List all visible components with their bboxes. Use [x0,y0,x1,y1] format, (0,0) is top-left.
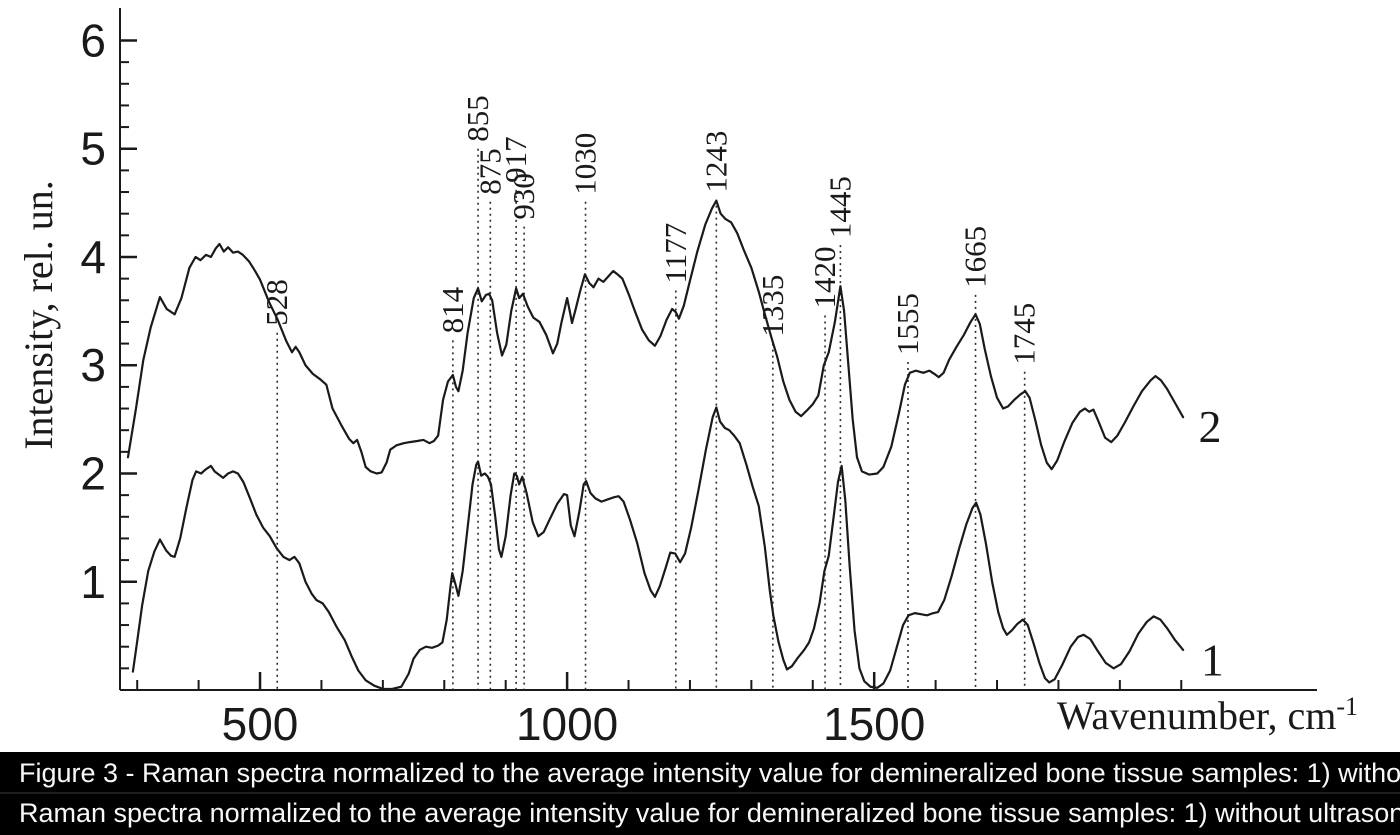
peak-label-1665: 1665 [958,226,993,288]
peak-label-1745: 1745 [1007,303,1042,365]
curve-id-label-1: 1 [1201,635,1224,686]
figure-caption: Figure 3 - Raman spectra normalized to t… [0,752,1400,835]
y-tick-label: 3 [80,339,106,391]
y-axis-ticks: 1 2 3 4 5 6 [80,14,137,670]
x-axis-title: Wavenumber, cm-1 [1057,692,1358,738]
peak-label-1177: 1177 [658,223,693,284]
axes [119,8,1317,691]
peak-label-855: 855 [460,95,495,142]
peak-label-1030: 1030 [568,133,603,195]
raman-spectra-chart: 500 1000 1500 1 2 3 4 5 6 528 814 855 875 917 930 1030 1… [16,8,1358,750]
y-tick-label: 4 [80,231,106,283]
peak-label-1335: 1335 [755,275,790,337]
peak-label-917: 917 [498,136,533,183]
x-tick-label: 1500 [823,698,925,750]
y-tick-label: 6 [80,14,106,66]
spectrum-curve-1 [131,406,1185,691]
y-tick-label: 2 [80,447,106,499]
spectrum-curve-2 [126,199,1185,476]
peak-label-1420: 1420 [807,246,842,308]
x-tick-label: 1000 [516,698,618,750]
peak-label-1555: 1555 [890,293,925,355]
peak-label-1243: 1243 [698,131,733,193]
peak-label-875: 875 [472,148,507,194]
caption-divider [0,792,1400,794]
y-tick-label: 1 [80,556,106,608]
x-axis-ticks: 500 1000 1500 [136,672,1183,750]
peak-label-1445: 1445 [822,176,857,238]
caption-line-1: Figure 3 - Raman spectra normalized to t… [19,758,1400,788]
caption-line-2: Raman spectra normalized to the average … [19,798,1400,828]
x-tick-label: 500 [222,698,299,750]
peak-label-930: 930 [506,173,541,220]
y-axis-title: Intensity, rel. un. [16,180,61,450]
peak-label-814: 814 [435,286,470,333]
y-tick-label: 5 [80,123,106,175]
curve-id-label-2: 2 [1198,401,1221,452]
